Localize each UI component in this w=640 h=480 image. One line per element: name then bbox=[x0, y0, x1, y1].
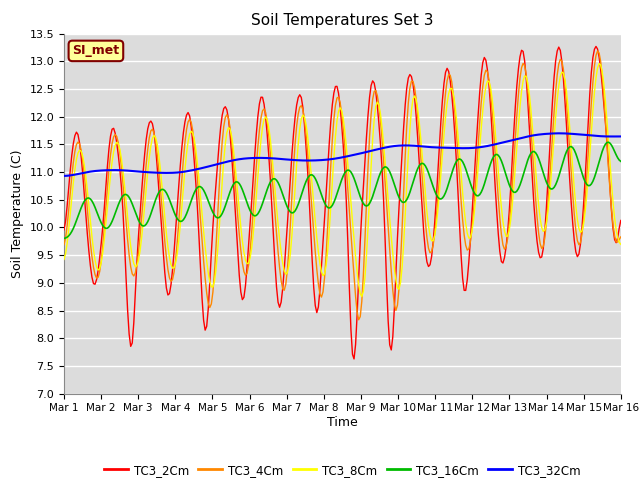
Title: Soil Temperatures Set 3: Soil Temperatures Set 3 bbox=[251, 13, 434, 28]
Text: SI_met: SI_met bbox=[72, 44, 120, 58]
Legend: TC3_2Cm, TC3_4Cm, TC3_8Cm, TC3_16Cm, TC3_32Cm: TC3_2Cm, TC3_4Cm, TC3_8Cm, TC3_16Cm, TC3… bbox=[99, 459, 586, 480]
X-axis label: Time: Time bbox=[327, 416, 358, 429]
Y-axis label: Soil Temperature (C): Soil Temperature (C) bbox=[11, 149, 24, 278]
